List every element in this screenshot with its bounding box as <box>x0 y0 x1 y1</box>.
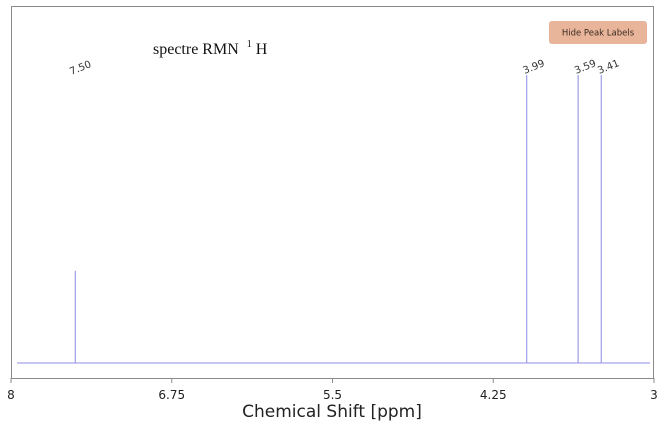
hide-peak-labels-button-label[interactable]: Hide Peak Labels <box>562 29 635 39</box>
peak-label: 3.99 <box>522 58 547 77</box>
x-tick-label: 4.25 <box>480 388 507 402</box>
hide-peak-labels-button-bg[interactable] <box>549 21 647 44</box>
chart-title-suffix: H <box>256 41 268 58</box>
x-tick-label: 8 <box>7 388 15 402</box>
x-axis: 8 6.75 5.5 4.25 3 <box>7 378 658 402</box>
chart-title: spectre RMN 1 H <box>153 34 268 58</box>
peak-label: 7.50 <box>68 59 93 78</box>
x-tick-label: 6.75 <box>158 388 185 402</box>
x-tick-label: 5.5 <box>323 388 342 402</box>
chart-title-main: spectre RMN <box>153 41 239 58</box>
marks-layer: 7.50 3.99 3.593.41 <box>17 58 650 364</box>
hide-peak-labels-button[interactable]: Hide Peak Labels <box>549 21 647 44</box>
plot-frame <box>11 6 654 379</box>
chart-title-superscript: 1 <box>247 39 252 50</box>
peak-label: 3.41 <box>596 58 621 77</box>
x-axis-title: Chemical Shift [ppm] <box>242 402 422 422</box>
peak-label: 3.59 <box>573 58 598 77</box>
x-tick-label: 3 <box>650 388 658 402</box>
